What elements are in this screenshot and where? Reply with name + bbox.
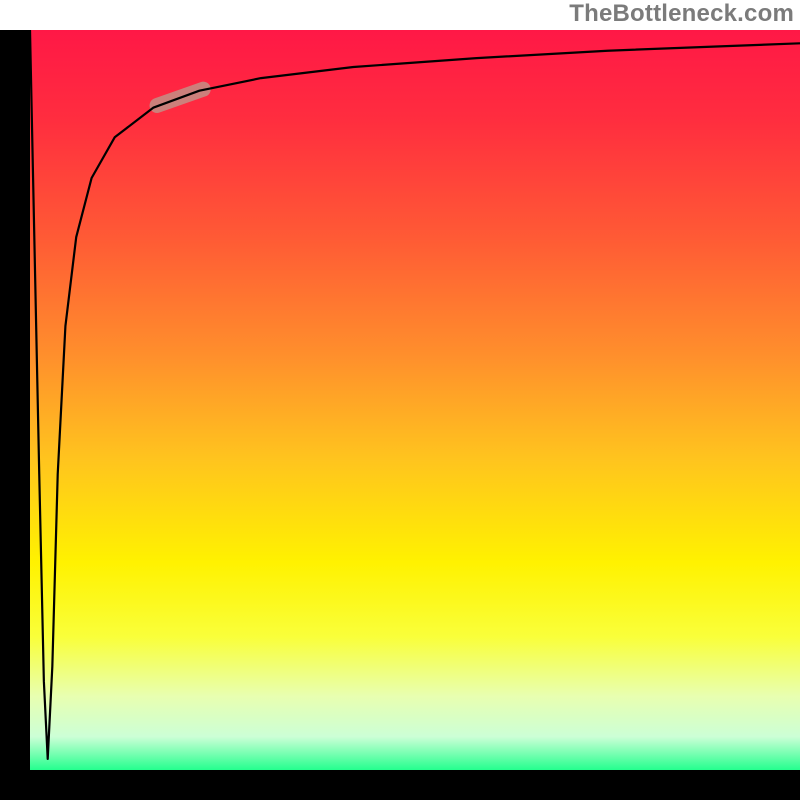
plot-background (30, 30, 800, 770)
axis-left (0, 30, 30, 800)
attribution-text: TheBottleneck.com (569, 0, 794, 28)
bottleneck-curve-chart (0, 0, 800, 800)
chart-container: TheBottleneck.com (0, 0, 800, 800)
axis-bottom (0, 770, 800, 800)
